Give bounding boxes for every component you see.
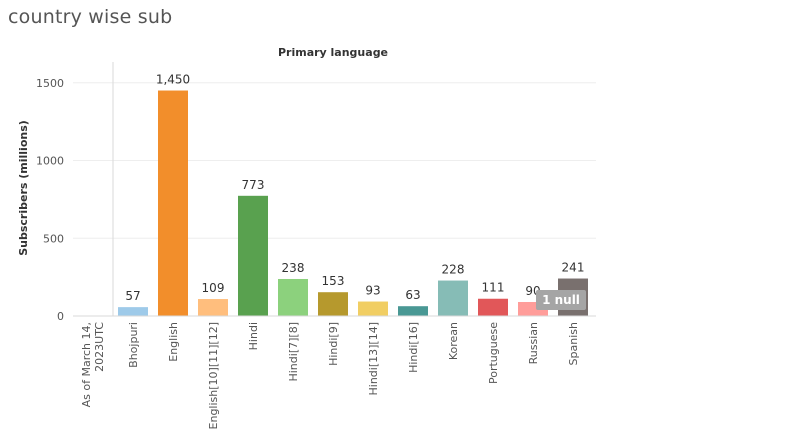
bar-value-label: 111 — [482, 281, 505, 295]
x-tick-label-line: Bhojpuri — [127, 322, 140, 368]
y-axis-ticks: 0 500 1000 1500 — [36, 77, 64, 323]
x-tick-label: Hindi — [247, 322, 260, 350]
x-tick-label: Hindi[16] — [407, 322, 420, 373]
x-tick-label: English — [167, 322, 180, 362]
bar[interactable] — [238, 195, 268, 316]
bar-value-label: 773 — [242, 178, 265, 192]
x-tick-label: Portuguese — [487, 322, 500, 384]
bar[interactable] — [198, 299, 228, 316]
x-tick-label-line: As of March 14, — [80, 322, 93, 407]
bar-value-label: 57 — [125, 289, 140, 303]
x-tick-label-line: Hindi — [247, 322, 260, 350]
bar[interactable] — [158, 90, 188, 317]
bar[interactable] — [278, 278, 308, 316]
x-tick-label-line: Russian — [527, 322, 540, 364]
x-tick-label: Russian — [527, 322, 540, 364]
null-indicator-badge[interactable]: 1 null — [536, 290, 586, 310]
bar[interactable] — [118, 307, 148, 316]
sheet-title: country wise sub — [8, 6, 173, 28]
bar-value-label: 238 — [282, 261, 305, 275]
bar-value-label: 63 — [405, 288, 420, 302]
x-tick-label: As of March 14, 2023UTC — [80, 322, 106, 408]
bar[interactable] — [478, 298, 508, 316]
x-tick-label: Hindi[9] — [327, 322, 340, 366]
bar-value-label: 153 — [322, 274, 345, 288]
x-tick-label-line: 2023UTC — [93, 322, 106, 372]
x-tick-label-line: Korean — [447, 322, 460, 360]
x-tick-label: Bhojpuri — [127, 322, 140, 368]
y-tick-label: 0 — [57, 310, 64, 323]
x-tick-label-line: Portuguese — [487, 322, 500, 384]
x-tick-label: English[10][11][12] — [207, 322, 220, 429]
bar-value-label: 93 — [365, 284, 380, 298]
x-tick-label-line: English[10][11][12] — [207, 322, 220, 429]
bars — [118, 90, 588, 317]
bar-value-label: 228 — [442, 263, 465, 277]
chart-title: Primary language — [278, 46, 388, 59]
bar[interactable] — [438, 280, 468, 316]
y-axis-label: Subscribers (millions) — [17, 120, 30, 256]
x-tick-label-line: Hindi[9] — [327, 322, 340, 366]
x-axis-tick-labels: As of March 14, 2023UTC Bhojpuri English Eng… — [80, 322, 580, 430]
y-tick-label: 1500 — [36, 77, 64, 90]
bar-value-label: 241 — [562, 261, 585, 275]
x-tick-label: Hindi[13][14] — [367, 322, 380, 396]
x-tick-label-line: Hindi[13][14] — [367, 322, 380, 396]
bar-value-label: 1,450 — [156, 73, 190, 87]
x-tick-label: Hindi[7][8] — [287, 322, 300, 382]
y-tick-label: 500 — [43, 232, 64, 245]
bar[interactable] — [318, 292, 348, 316]
x-tick-label-line: Hindi[7][8] — [287, 322, 300, 382]
x-tick-label: Korean — [447, 322, 460, 360]
x-tick-label-line: Spanish — [567, 322, 580, 365]
x-tick-label: Spanish — [567, 322, 580, 365]
x-tick-label-line: English — [167, 322, 180, 362]
x-tick-label-line: Hindi[16] — [407, 322, 420, 373]
bar[interactable] — [398, 306, 428, 316]
bar[interactable] — [358, 301, 388, 316]
bar-value-label: 109 — [202, 281, 225, 295]
y-tick-label: 1000 — [36, 155, 64, 168]
